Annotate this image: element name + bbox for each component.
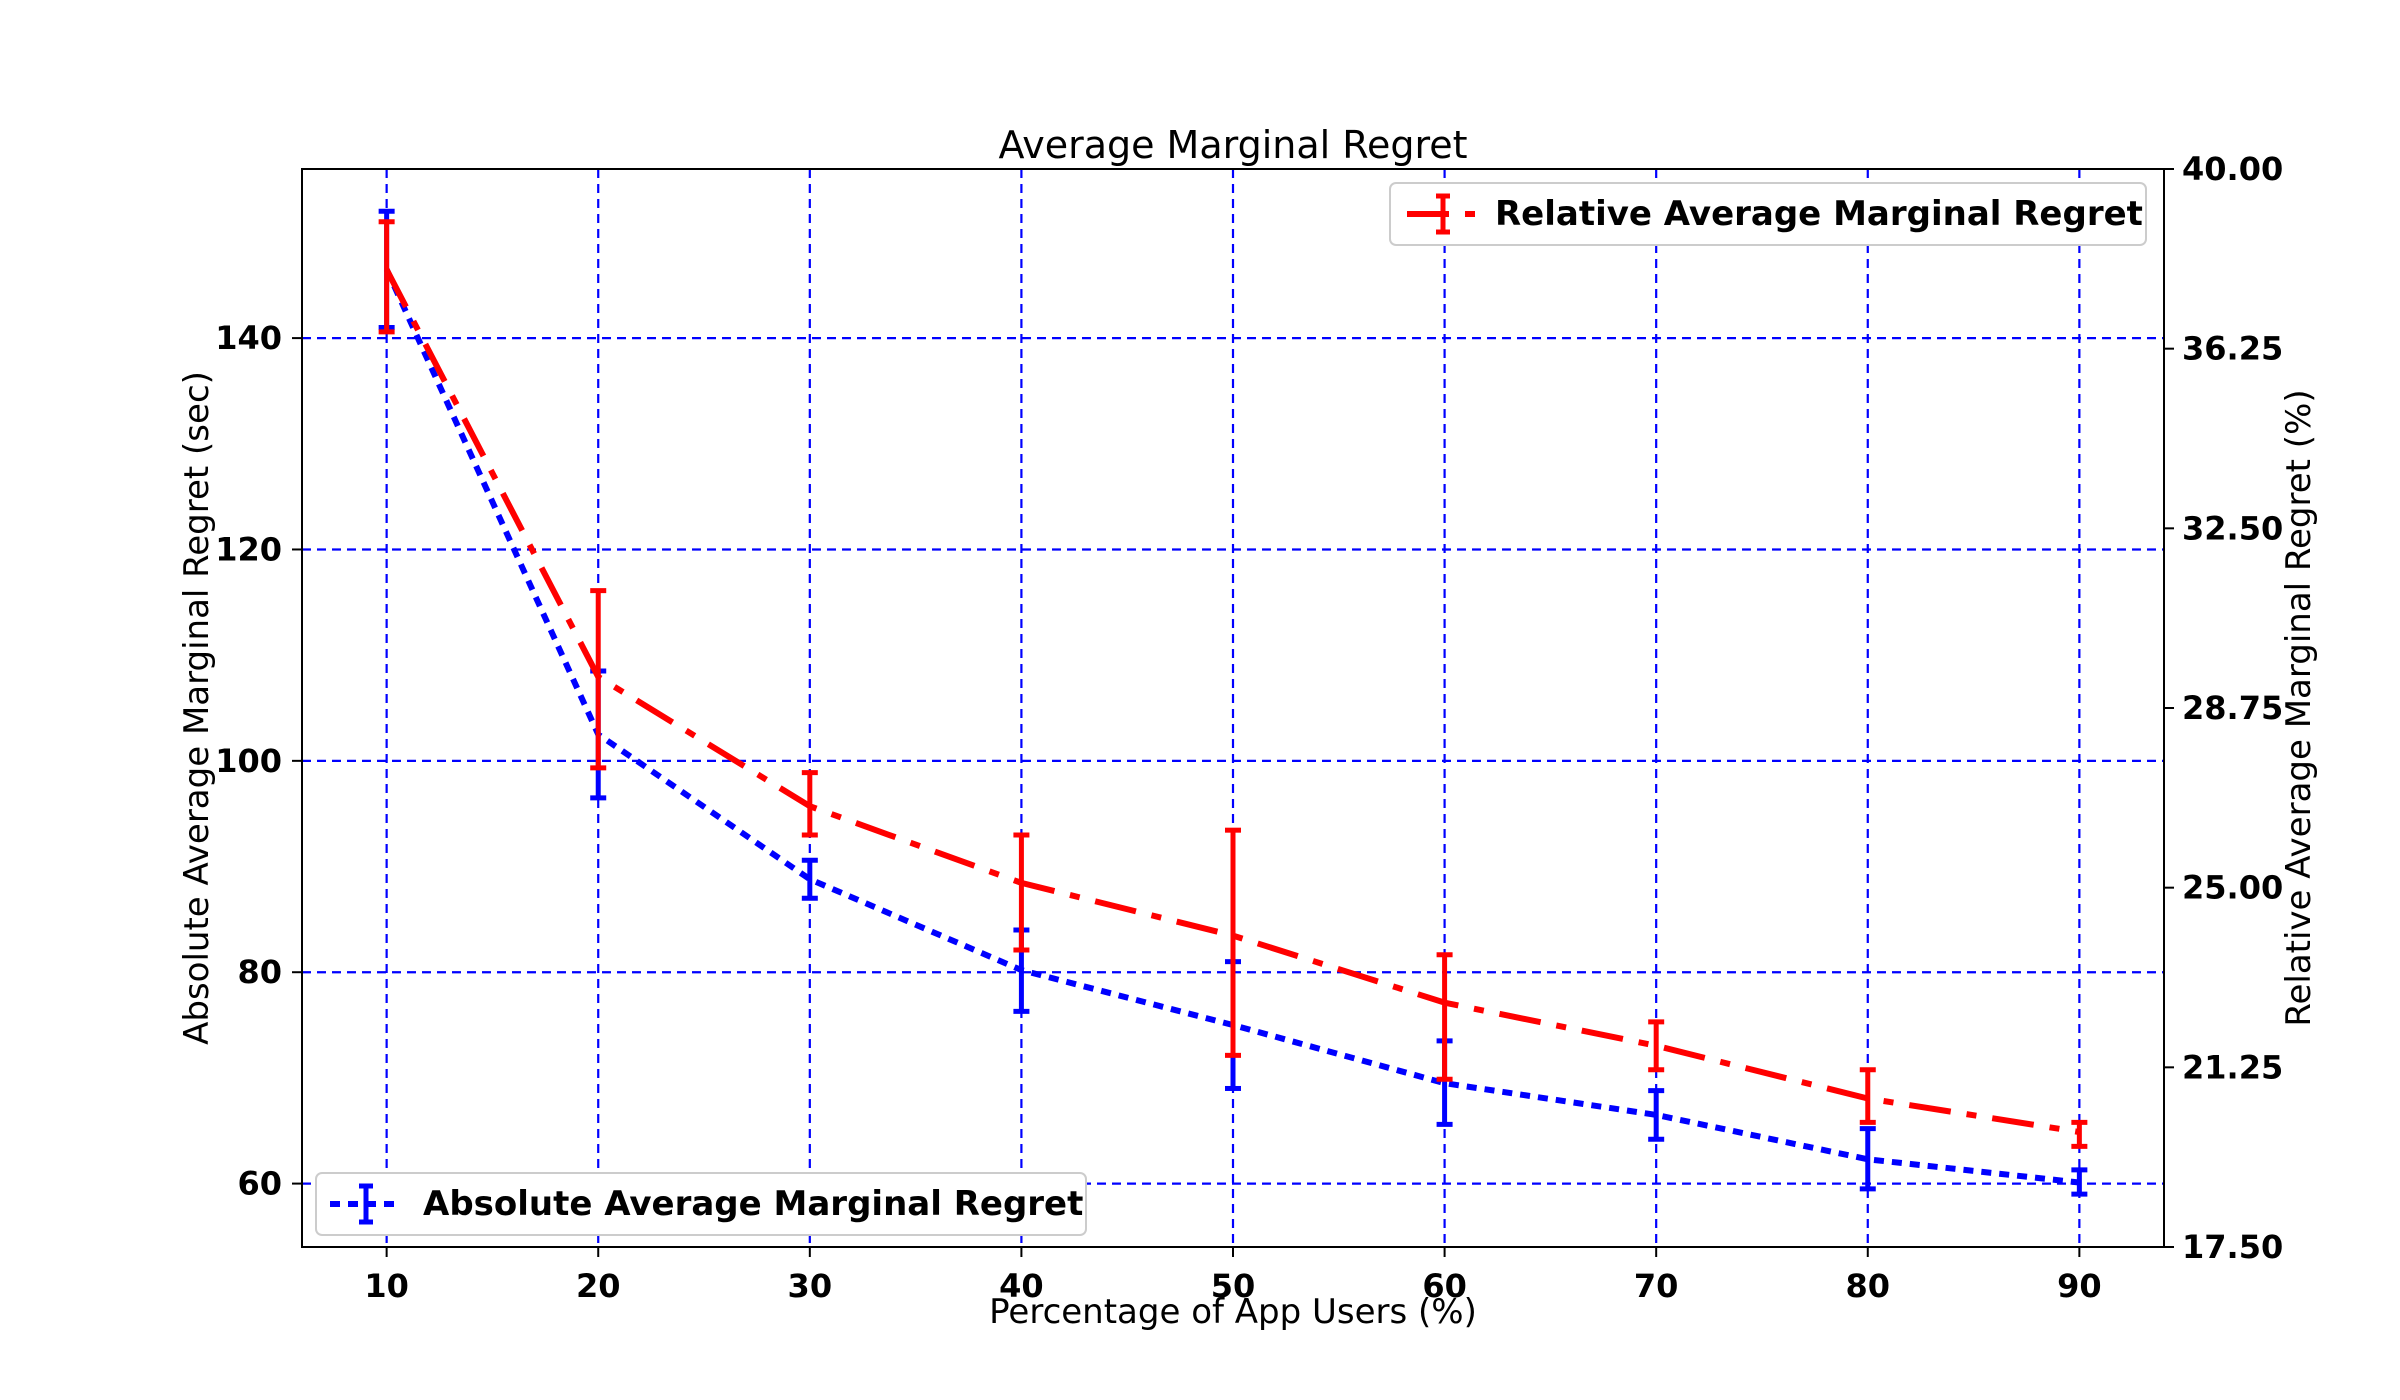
y-right-tick-label: 28.75 bbox=[2182, 689, 2283, 727]
legend-relative-marker bbox=[1407, 193, 1479, 235]
tick-layer: 10 20 30 40 50 60 70 80 90 60 80 100 120 140 17.50 21.2… bbox=[215, 150, 2283, 1305]
x-axis-label: Percentage of App Users (%) bbox=[989, 1292, 1477, 1332]
legend-relative: Relative Average Marginal Regret bbox=[1389, 182, 2147, 246]
y-left-tick-label: 80 bbox=[237, 953, 282, 991]
y-left-tick-label: 140 bbox=[215, 319, 282, 357]
series-layer bbox=[378, 208, 2088, 1197]
x-tick-label: 30 bbox=[788, 1267, 833, 1305]
y-left-tick-label: 100 bbox=[215, 742, 282, 780]
series-line-absolute bbox=[383, 268, 2080, 1186]
legend-absolute-label: Absolute Average Marginal Regret bbox=[423, 1184, 1083, 1224]
legend-absolute-box bbox=[315, 1172, 1087, 1236]
legend-relative-box bbox=[1389, 182, 2147, 246]
x-tick-label: 10 bbox=[364, 1267, 409, 1305]
x-tick-label: 90 bbox=[2057, 1267, 2102, 1305]
y-axis-left-label: Absolute Average Marginal Regret (sec) bbox=[177, 371, 217, 1045]
chart-title: Average Marginal Regret bbox=[998, 123, 1467, 167]
y-axis-right-label: Relative Average Marginal Regret (%) bbox=[2279, 389, 2319, 1026]
x-tick-label: 80 bbox=[1846, 1267, 1891, 1305]
y-right-tick-label: 40.00 bbox=[2182, 150, 2283, 188]
x-tick-label: 20 bbox=[576, 1267, 621, 1305]
y-left-tick-label: 120 bbox=[215, 530, 282, 568]
y-right-tick-label: 17.50 bbox=[2182, 1228, 2283, 1266]
series-relative bbox=[378, 219, 2088, 1149]
y-right-tick-label: 25.00 bbox=[2182, 869, 2283, 907]
x-tick-label: 50 bbox=[1211, 1267, 1256, 1305]
legend-relative-label: Relative Average Marginal Regret bbox=[1495, 194, 2143, 234]
x-tick-label: 40 bbox=[999, 1267, 1044, 1305]
y-left-tick-label: 60 bbox=[237, 1165, 282, 1203]
y-right-tick-label: 32.50 bbox=[2182, 509, 2283, 547]
legend-absolute: Absolute Average Marginal Regret bbox=[315, 1172, 1087, 1236]
y-right-tick-label: 21.25 bbox=[2182, 1048, 2283, 1086]
x-tick-label: 70 bbox=[1634, 1267, 1679, 1305]
legend-absolute-marker bbox=[330, 1183, 402, 1225]
y-right-tick-label: 36.25 bbox=[2182, 330, 2283, 368]
x-tick-label: 60 bbox=[1422, 1267, 1467, 1305]
